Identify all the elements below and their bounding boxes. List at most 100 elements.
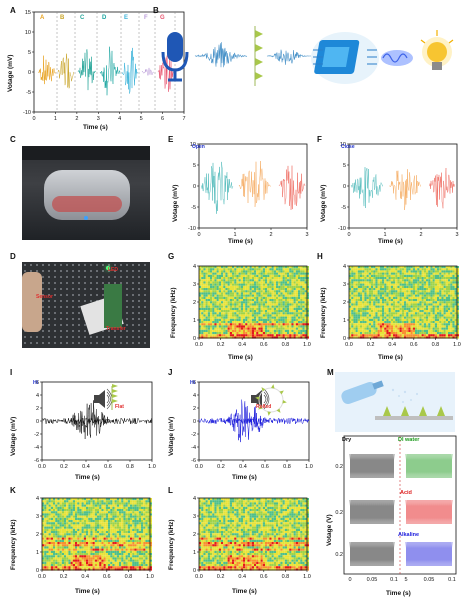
spectrogram-cell <box>247 316 250 319</box>
spectrogram-cell <box>408 277 411 280</box>
spectrogram-cell <box>355 310 358 313</box>
spectrogram-cell <box>86 548 89 551</box>
spectrogram-cell <box>254 314 257 317</box>
spectrogram-cell <box>119 506 122 509</box>
spectrogram-cell <box>112 553 115 556</box>
spectrogram-cell <box>46 564 49 567</box>
spectrogram-cell <box>377 321 380 324</box>
spectrogram-cell <box>61 531 64 534</box>
spectrogram-cell <box>201 329 204 332</box>
spectrogram-cell <box>271 268 274 271</box>
panel-j-state: Rolled <box>256 404 272 410</box>
spectrogram-cell <box>260 296 263 299</box>
spectrogram-cell <box>295 296 298 299</box>
spectrogram-cell <box>48 544 51 547</box>
spectrogram-cell <box>371 336 374 339</box>
spectrogram-cell <box>437 272 440 275</box>
spectrogram-cell <box>406 285 409 288</box>
spectrogram-cell <box>203 329 206 332</box>
sensor-spikes-icon <box>254 26 263 86</box>
spectrogram-cell <box>81 561 84 564</box>
spectrogram-cell <box>227 334 230 337</box>
spectrogram-cell <box>221 272 224 275</box>
spectrogram-cell <box>293 310 296 313</box>
spectrogram-cell <box>218 283 221 286</box>
spectrogram-cell <box>298 285 301 288</box>
spectrogram-cell <box>412 314 415 317</box>
spectrogram-cell <box>430 314 433 317</box>
spectrogram-cell <box>79 513 82 516</box>
spectrogram-cell <box>439 272 442 275</box>
spectrogram-cell <box>53 566 56 569</box>
spectrogram-cell <box>439 285 442 288</box>
spectrogram-cell <box>70 561 73 564</box>
spectrogram-cell <box>379 285 382 288</box>
spectrogram-cell <box>421 327 424 330</box>
spectrogram-cell <box>256 301 259 304</box>
spectrogram-cell <box>295 274 298 277</box>
spectrogram-cell <box>229 294 232 297</box>
spectrogram-cell <box>223 329 226 332</box>
spectrogram-cell <box>430 332 433 335</box>
spectrogram-cell <box>97 535 100 538</box>
spectrogram-cell <box>280 292 283 295</box>
spectrogram-cell <box>399 279 402 282</box>
spectrogram-cell <box>386 281 389 284</box>
spectrogram-cell <box>265 312 268 315</box>
spectrogram-cell <box>432 323 435 326</box>
spectrogram-cell <box>397 332 400 335</box>
spectrogram-cell <box>203 334 206 337</box>
spectrogram-cell <box>300 277 303 280</box>
spectrogram-cell <box>456 277 459 280</box>
spectrogram-cell <box>287 334 290 337</box>
spectrogram-cell <box>278 305 281 308</box>
spectrogram-cell <box>199 285 202 288</box>
y-tick-label: -10 <box>23 110 31 116</box>
spectrogram-cell <box>229 310 232 313</box>
spectrogram-cell <box>445 323 448 326</box>
spectrogram-cell <box>423 294 426 297</box>
panel-i-tag: Hi <box>33 380 38 386</box>
spectrogram-cell <box>399 332 402 335</box>
spectrogram-cell <box>448 299 451 302</box>
spectrogram-cell <box>212 321 215 324</box>
spectrogram-cell <box>48 526 51 529</box>
spectrogram-cell <box>388 288 391 291</box>
spectrogram-cell <box>251 321 254 324</box>
spectrogram-cell <box>210 296 213 299</box>
spectrogram-cell <box>70 498 73 501</box>
spectrogram-cell <box>64 502 67 505</box>
spectrogram-cell <box>134 539 137 542</box>
spectrogram-cell <box>77 531 80 534</box>
spectrogram-cell <box>377 288 380 291</box>
spectrogram-cell <box>55 533 58 536</box>
spectrogram-cell <box>291 327 294 330</box>
spectrogram-cell <box>267 329 270 332</box>
spectrogram-cell <box>212 327 215 330</box>
spectrogram-cell <box>399 334 402 337</box>
spectrogram-cell <box>72 511 75 514</box>
spectrogram-cell <box>247 290 250 293</box>
spectrogram-cell <box>64 526 67 529</box>
spectrogram-cell <box>362 296 365 299</box>
spectrogram-cell <box>92 561 95 564</box>
spectrogram-cell <box>304 268 307 271</box>
spectrogram-cell <box>258 281 261 284</box>
spectrogram-cell <box>304 281 307 284</box>
spectrogram-cell <box>225 318 228 321</box>
spectrogram-cell <box>432 281 435 284</box>
spectrogram-cell <box>44 528 47 531</box>
spectrogram-cell <box>265 296 268 299</box>
spectrogram-cell <box>276 274 279 277</box>
spectrogram-cell <box>267 270 270 273</box>
spectrogram-cell <box>382 310 385 313</box>
spectrogram-cell <box>375 272 378 275</box>
spectrogram-cell <box>399 325 402 328</box>
spectrogram-cell <box>72 559 75 562</box>
spectrogram-cell <box>287 310 290 313</box>
spectrogram-cell <box>351 332 354 335</box>
spectrogram-cell <box>97 500 100 503</box>
spectrogram-cell <box>83 500 86 503</box>
spectrogram-cell <box>384 314 387 317</box>
spectrogram-cell <box>225 301 228 304</box>
